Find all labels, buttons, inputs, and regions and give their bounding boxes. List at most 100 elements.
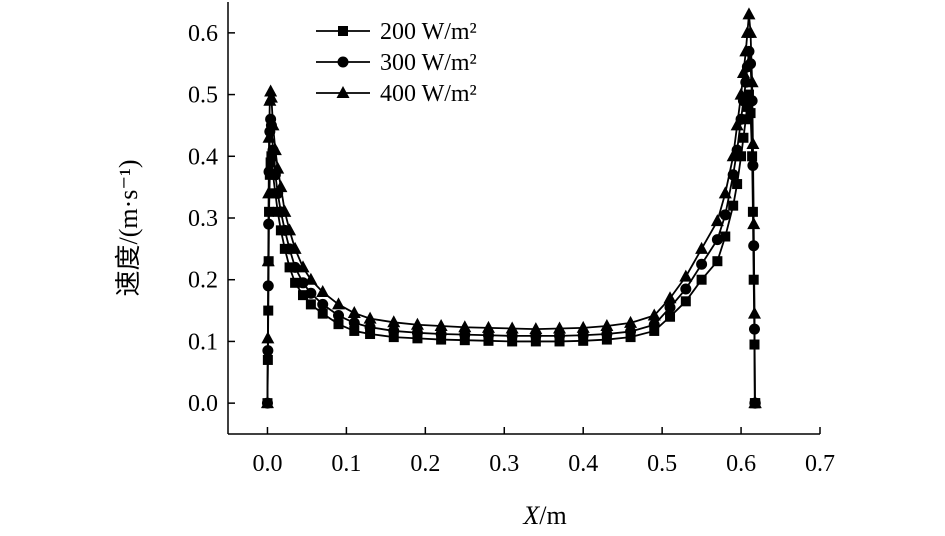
data-point-square	[507, 336, 518, 347]
y-tick-label: 0.5	[188, 83, 218, 109]
data-point-triangle	[262, 130, 276, 143]
data-point-circle	[625, 326, 637, 338]
data-point-triangle	[271, 161, 285, 174]
data-point-triangle	[730, 118, 744, 131]
y-axis-label: 速度/(m·s⁻¹)	[114, 159, 143, 296]
data-point-triangle	[747, 306, 761, 319]
data-point-square	[349, 325, 360, 336]
data-point-triangle	[744, 25, 758, 38]
y-tick-label: 0.4	[188, 144, 218, 170]
series-group	[260, 7, 762, 409]
series-line	[266, 13, 756, 405]
data-point-triangle	[387, 315, 401, 328]
x-axis-label-unit: /m	[539, 501, 566, 530]
data-point-triangle	[296, 260, 310, 273]
data-point-triangle	[576, 320, 590, 333]
data-point-triangle	[458, 320, 472, 333]
x-tick-label: 0.3	[489, 451, 519, 477]
legend-item: 300 W/m²	[316, 50, 477, 76]
data-point-triangle	[734, 87, 748, 100]
legend-label: 200 W/m²	[380, 19, 477, 45]
data-point-triangle	[529, 322, 543, 335]
data-point-triangle	[718, 186, 732, 199]
data-point-triangle	[264, 90, 278, 103]
data-point-triangle	[505, 321, 519, 334]
data-point-triangle	[288, 241, 302, 254]
data-point-triangle	[710, 214, 724, 227]
data-point-triangle	[600, 319, 614, 331]
data-point-triangle	[726, 149, 740, 162]
data-point-triangle	[434, 319, 448, 331]
data-point-circle	[305, 287, 317, 299]
data-point-triangle	[262, 186, 276, 199]
data-point-circle	[297, 277, 309, 289]
data-point-circle	[364, 321, 376, 333]
data-point-square	[284, 262, 295, 273]
series-square	[262, 89, 761, 409]
data-point-triangle	[553, 321, 567, 334]
x-tick-label: 0.6	[726, 451, 756, 477]
legend-label: 300 W/m²	[380, 50, 477, 76]
data-point-triangle	[316, 285, 330, 298]
series-circle	[261, 45, 761, 409]
data-point-triangle	[746, 136, 760, 149]
data-point-square	[712, 256, 723, 267]
data-point-triangle	[347, 306, 361, 319]
data-point-square	[459, 335, 470, 346]
data-point-square	[554, 336, 565, 347]
data-point-circle	[648, 319, 660, 331]
y-tick-label: 0.6	[188, 21, 218, 47]
y-tick-label: 0.3	[188, 206, 218, 232]
y-tick-label: 0.1	[188, 329, 218, 355]
data-point-circle	[348, 317, 360, 329]
axes: 0.0 0.1 0.2 0.3 0.4 0.5 0.6 0.7 0.0 0.1 0.2 0.3 0.4 0…	[188, 2, 835, 477]
data-point-square	[578, 335, 589, 346]
x-tick-label: 0.1	[331, 451, 361, 477]
data-point-square	[601, 334, 612, 345]
data-point-triangle	[663, 291, 677, 304]
data-point-triangle	[745, 75, 759, 88]
legend-label: 400 W/m²	[380, 81, 477, 107]
data-point-triangle	[742, 7, 756, 20]
legend-item: 400 W/m²	[316, 81, 477, 107]
data-point-square	[290, 277, 301, 288]
y-tick-label: 0.0	[188, 391, 218, 417]
data-point-triangle	[747, 217, 761, 230]
data-point-square	[436, 334, 447, 345]
data-point-triangle	[260, 396, 274, 409]
data-point-circle	[711, 234, 723, 246]
legend: 200 W/m² 300 W/m² 400 W/m²	[316, 19, 477, 107]
data-point-square	[736, 151, 747, 162]
data-point-triangle	[739, 44, 753, 57]
data-point-square	[743, 89, 754, 100]
data-point-circle	[745, 58, 757, 70]
x-axis-label-variable: X	[522, 501, 540, 530]
data-point-circle	[719, 209, 731, 221]
data-point-circle	[435, 328, 447, 340]
data-point-square	[732, 179, 743, 190]
data-point-triangle	[283, 223, 297, 236]
data-point-square	[680, 296, 691, 307]
data-point-square	[388, 332, 399, 343]
data-point-triangle	[647, 308, 661, 321]
x-tick-label: 0.0	[252, 451, 282, 477]
data-point-circle	[388, 325, 400, 337]
data-point-triangle	[268, 143, 282, 156]
data-point-square	[266, 151, 277, 162]
data-point-triangle	[736, 65, 750, 78]
data-point-square	[625, 332, 636, 343]
data-point-circle	[333, 310, 345, 322]
legend-marker-triangle	[336, 86, 350, 98]
data-point-square	[412, 333, 423, 344]
data-point-square	[333, 319, 344, 330]
data-point-square	[305, 299, 316, 310]
data-point-triangle	[624, 315, 638, 328]
data-point-square	[297, 290, 308, 301]
series-line	[266, 93, 756, 405]
data-point-triangle	[278, 204, 292, 217]
data-point-square	[742, 101, 753, 112]
data-point-triangle	[695, 241, 709, 254]
data-point-triangle	[410, 317, 424, 330]
data-point-circle	[664, 301, 676, 313]
